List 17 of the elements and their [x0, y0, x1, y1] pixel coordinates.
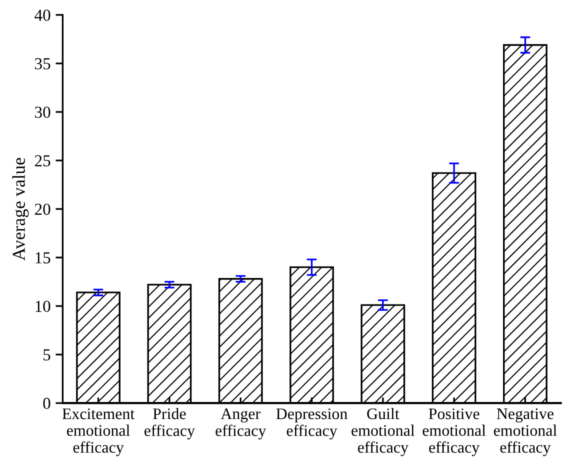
- y-tick-label: 40: [34, 10, 50, 21]
- x-tick-label: Positive emotional efficacy: [422, 408, 486, 456]
- x-tick-label: Excitement emotional efficacy: [62, 408, 135, 456]
- x-tick-label: Pride efficacy: [144, 408, 195, 440]
- x-tick-label: Guilt emotional efficacy: [352, 408, 415, 456]
- y-tick-label: 5: [44, 349, 50, 361]
- y-tick-label: 15: [36, 252, 50, 264]
- y-tick-label: 10: [36, 300, 50, 312]
- x-tick-label: Depression efficacy: [276, 408, 348, 440]
- y-tick-label: 35: [35, 58, 50, 70]
- x-tick-label: Anger efficacy: [216, 408, 266, 440]
- y-tick-label: 20: [34, 204, 50, 215]
- x-tick-label: Negative emotional efficacy: [494, 408, 557, 456]
- y-axis-title: Average value: [12, 158, 29, 261]
- y-tick-label: 30: [35, 106, 50, 118]
- y-tick-label: 0: [43, 398, 50, 410]
- y-tick-label: 25: [34, 155, 50, 166]
